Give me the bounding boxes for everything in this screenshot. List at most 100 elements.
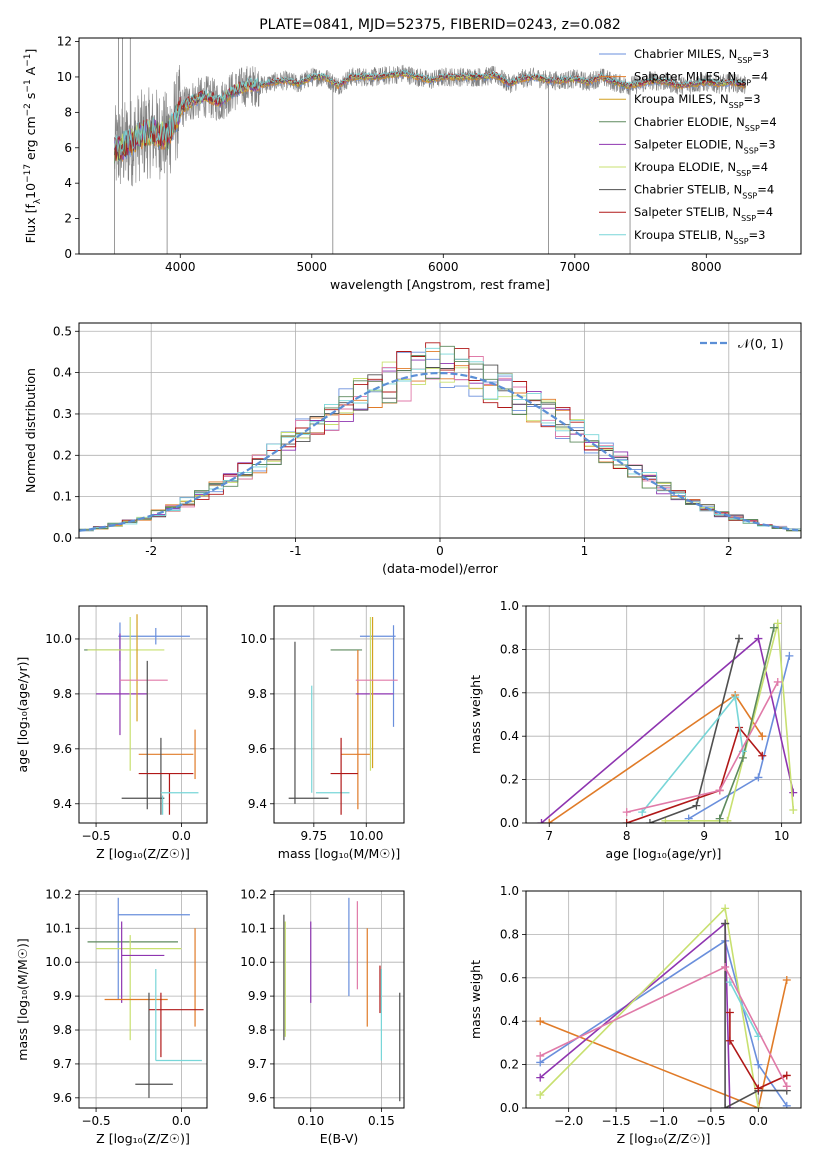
y-tick-label: 0.4 [500,729,519,743]
chart-title: PLATE=0841, MJD=52375, FIBERID=0243, z=0… [259,17,621,33]
legend-count: 4 [767,183,774,197]
y-tick-label: 12 [57,35,72,49]
y-axis-label: mass weight [468,960,483,1039]
legend-subscript: SSP [742,191,757,200]
axes-frame: 0.10 0.15 9.6 9.7 9.8 9.9 10.0 10.1 10.2 E(B-V) [240,887,405,1146]
plot-area [288,616,398,815]
x-tick-label: 9.75 [300,829,327,843]
y-axis-label-part: ] [23,49,38,54]
mass-weight-marker [754,1060,763,1069]
y-tick-label: 8 [64,105,72,119]
y-tick-label: 0.6 [500,686,519,700]
y-tick-label: 9.7 [248,1057,267,1071]
y-tick-label: 0.2 [53,448,72,462]
axes-border [78,37,802,255]
legend-eq: = [759,137,769,151]
spectrum-panel: 4000 5000 6000 7000 8000 0 2 4 6 8 10 12 wavelength … [23,17,802,292]
mass-weight-marker [773,619,782,628]
mass-weight-marker [725,1008,734,1017]
x-tick-label: −1.5 [602,1114,631,1128]
mass-weight-marker [754,1104,763,1108]
legend-library: Kroupa ELODIE [634,160,720,174]
legend-library: Salpeter ELODIE [634,137,728,151]
y-axis-label: age [log₁₀(age/yr)] [15,657,30,773]
x-tick-label: 1 [581,544,589,558]
y-tick-label: 10.1 [240,921,267,935]
x-tick-label: 8 [623,829,631,843]
legend-eq: = [752,47,762,61]
mass-weight-marker [715,786,724,795]
y-axis-label-part: −1 [23,79,33,92]
legend-n: , N [728,137,744,151]
mass-weight-marker [536,1090,545,1099]
mass-weight-marker [536,1017,545,1026]
legend-count: 3 [753,92,760,106]
y-tick-label: 10 [57,70,72,84]
y-tick-label: 10.1 [45,921,72,935]
x-axis-label: E(B-V) [320,1131,359,1146]
y-tick-label: 0.4 [500,1014,519,1028]
y-tick-label: 0 [64,247,72,261]
y-tick-label: 9.8 [53,1023,72,1037]
x-tick-label: -2 [145,544,157,558]
legend-eq: = [760,115,770,129]
legend-count: 4 [769,115,776,129]
legend-count: 4 [761,70,768,84]
y-tick-label: 0.6 [500,971,519,985]
mass-weight-marker [754,634,763,643]
mass-weight-marker [782,975,791,984]
y-tick-label: 10.2 [240,887,267,901]
y-axis-label-part: 10 [23,183,38,199]
x-axis-label: (data-model)/error [382,561,499,576]
legend-entry: Kroupa STELIB, NSSP=3 [634,228,766,246]
y-tick-label: 9.6 [53,742,72,756]
y-tick-label: 0.3 [53,407,72,421]
axes-frame: 7 8 9 10 0.0 0.2 0.4 0.6 0.8 1.0 age [log₁₀(age/yr… [468,599,802,861]
y-axis-label: Normed distribution [23,368,38,493]
x-tick-label: 0.0 [749,1114,768,1128]
mass-weight-marker [721,904,730,913]
y-axis-label-part: −2 [23,103,33,116]
y-tick-label: 1.0 [500,599,519,613]
x-tick-label: 10.00 [349,829,383,843]
y-tick-label: 0.2 [500,773,519,787]
x-tick-label: 8000 [691,260,722,274]
axes-border [78,605,208,824]
legend-count: 4 [766,205,773,219]
x-axis-label: Z [log₁₀(Z/Z☉)] [96,1131,190,1146]
axes-frame: −2.0 −1.5 −1.0 −0.5 0.0 0.0 0.2 0.4 0.6 0.8 1.0 Z [… [468,884,802,1146]
y-tick-label: 9.6 [53,1091,72,1105]
y-axis-label-part: −1 [23,54,33,67]
x-tick-label: 0.10 [297,1114,324,1128]
y-axis-label-part: −17 [23,164,33,183]
mass-weight-marker [725,1036,734,1045]
y-tick-label: 0.4 [53,366,72,380]
legend-n: , N [729,115,745,129]
x-tick-label: 0 [436,544,444,558]
legend-count: 3 [758,228,765,242]
x-tick-label: 0.0 [172,829,191,843]
mass-vs-metallicity-panel: −0.5 0.0 9.6 9.7 9.8 9.9 10.0 10.1 10.2 Z [log₁₀(… [15,887,208,1146]
mass-weight-marker [723,816,732,823]
mass-weight-line [729,1012,788,1090]
legend-eq: = [744,92,754,106]
mass-weight-marker [782,1071,791,1080]
mass-weight-line [724,923,787,1108]
age-vs-metallicity-panel: −0.5 0.0 9.4 9.6 9.8 10.0 Z [log₁₀(Z/Z☉)] age [… [15,605,208,861]
y-axis-label: mass [log₁₀(M/M☉)] [15,938,30,1060]
legend-entry: Chabrier STELIB, NSSP=4 [634,183,774,201]
mass-weight-marker [758,751,767,760]
y-axis-label: Flux [fλ10−17 erg cm−2 s−1 A−1] [23,49,43,244]
axes-border [273,605,405,824]
mass-weight-marker [754,773,763,782]
mass-weight-marker [721,962,730,971]
x-axis-label: Z [log₁₀(Z/Z☉)] [617,1131,711,1146]
legend-entry: Salpeter STELIB, NSSP=4 [634,205,773,223]
y-axis-label-part: Flux [f [23,204,38,244]
legend-entry: Salpeter MILES, NSSP=4 [634,70,768,88]
y-tick-label: 9.7 [53,1057,72,1071]
y-tick-label: 0.2 [500,1058,519,1072]
mass-weight-marker [721,1104,730,1108]
